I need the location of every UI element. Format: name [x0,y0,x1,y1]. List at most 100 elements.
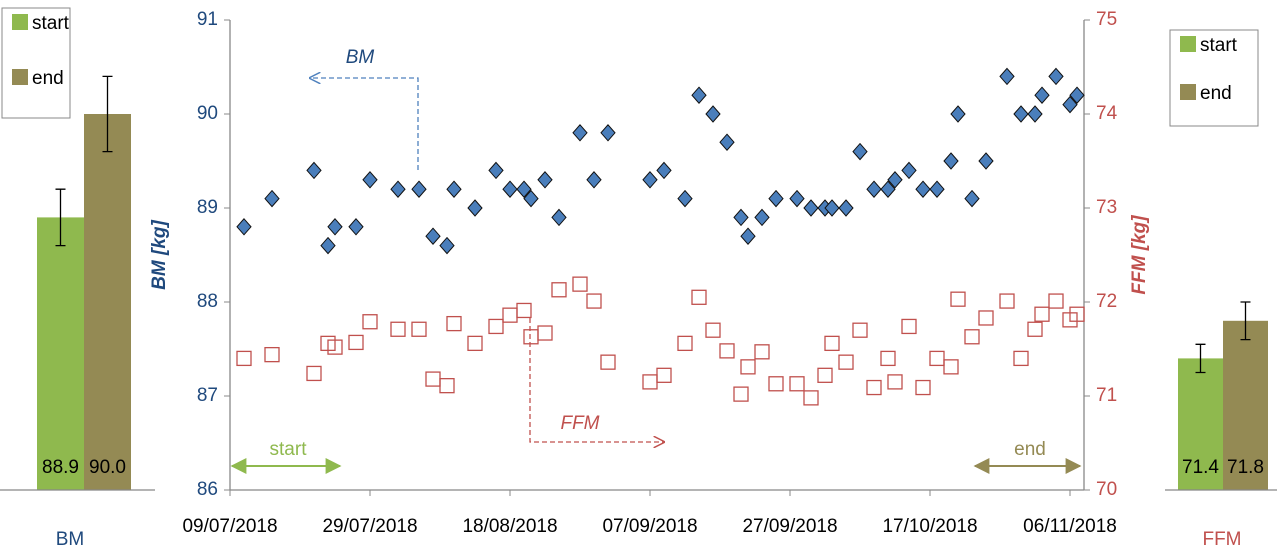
ffm-point [446,315,462,332]
y-tick-label: 91 [197,9,218,30]
bm-point [978,152,994,170]
ffm-point [1069,306,1085,322]
bm-point [866,180,882,198]
ffm-point [1034,306,1050,322]
ffm-point [362,314,378,330]
value-label: 71.4 [1182,457,1219,478]
bm-point [1048,67,1064,86]
ffm-point [852,322,868,338]
ffm-point [929,350,945,367]
bm-point [915,180,931,198]
x-tick-label: FFM [1202,529,1241,550]
bar [1223,320,1268,490]
y-tick-label: 89 [197,197,218,218]
ffm-point [803,390,819,406]
ffm-point [488,318,504,335]
ffm-point [789,376,805,392]
error-bar [55,188,66,247]
bm-point [803,199,819,217]
ffm-point [901,318,917,335]
bm-point [390,180,406,198]
x-tick-label: 29/07/2018 [322,516,417,537]
ffm-point [824,335,840,352]
bar [84,114,131,490]
bar [1178,358,1223,490]
legend-label: end [32,68,64,89]
end-annotation: end [1014,439,1046,460]
x-tick-label: 17/10/2018 [882,516,977,537]
bm-point [880,180,896,198]
ffm-point [439,378,455,394]
ffm-point [236,350,252,367]
ffm-point [880,350,896,367]
bm-point [838,199,854,217]
ffm-point [572,276,588,292]
ffm-point [817,367,833,383]
error-bar [102,75,113,153]
ffm-point [586,293,602,309]
bm-point [691,86,707,104]
ffm-point [502,307,518,323]
bm-point [733,208,749,227]
ffm-point [306,365,322,382]
bm-point [677,189,693,208]
bm-point [425,227,441,245]
ffm-point [887,374,903,390]
bm-point [852,142,868,161]
ffm-point [411,321,427,337]
ffm-point [691,289,707,305]
bm-point [551,208,567,227]
bm-point [348,218,364,236]
x-tick-label: BM [56,529,85,550]
bm-point [1034,86,1050,104]
ffm-point [551,282,567,298]
ffm-point [425,371,441,387]
ffm-point [866,379,882,396]
y-axis-title: BM [kg] [149,220,170,290]
ffm-point [656,367,672,383]
ffm-point [705,322,721,338]
x-tick-label: 06/11/2018 [1023,516,1117,537]
bm-point [754,208,770,227]
ffm-point [950,291,966,307]
bm-annotation: BM [346,47,375,68]
ffm-point [600,354,616,370]
bar [37,217,84,490]
ffm-point [642,374,658,390]
bm-point [789,189,805,208]
ffm-point [537,325,553,341]
ffm-annotation: FFM [560,413,599,434]
y-tick-label: 88 [197,291,218,312]
bm-point [964,189,980,208]
bm-point [1069,86,1085,104]
legend-swatch [1180,36,1196,52]
legend-label: end [1200,83,1232,104]
bm-point [488,161,504,180]
bm-point [705,105,721,123]
ffm-arrow [529,318,664,442]
bm-point [719,133,735,151]
bm-point [1013,105,1029,123]
bm-arrow [310,78,419,170]
y2-tick-label: 71 [1096,385,1117,406]
bm-point [999,67,1015,86]
ffm-point [999,293,1015,309]
y-tick-label: 86 [197,479,218,500]
y2-tick-label: 73 [1096,197,1117,218]
ffm-point [390,321,406,337]
bm-point [502,180,518,198]
bm-point [439,236,455,255]
bm-point [523,189,539,208]
legend-label: start [32,13,70,34]
bm-point [656,161,672,180]
ffm-point [943,359,959,375]
ffm-point [768,376,784,392]
bm-point [516,180,532,198]
ffm-point [838,354,854,370]
ffm-point [964,329,980,345]
legend-swatch [12,69,28,85]
ffm-point [733,386,749,402]
x-tick-label: 18/08/2018 [462,516,557,537]
x-tick-label: 07/09/2018 [602,516,697,537]
